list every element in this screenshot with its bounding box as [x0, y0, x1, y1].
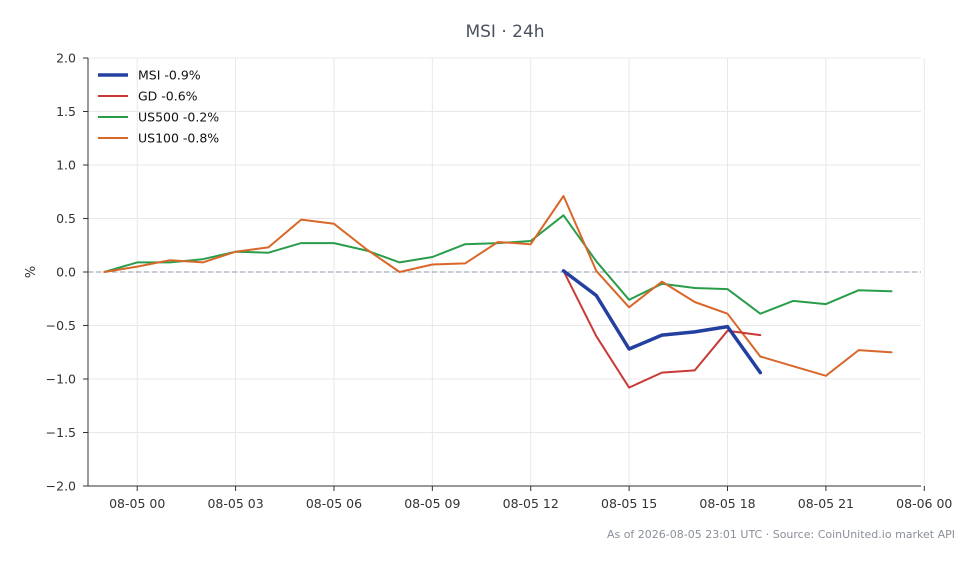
y-tick-label-3: 0.5 — [56, 211, 76, 226]
series-line-2 — [103, 214, 893, 315]
series-line-3 — [103, 195, 893, 377]
legend: MSI -0.9% GD -0.6% US500 -0.2% US100 -0.8% — [98, 68, 219, 146]
series-line-0 — [561, 269, 763, 375]
y-tick-label-7: −1.5 — [46, 425, 76, 440]
footer-source: As of 2026-08-05 23:01 UTC · Source: Coi… — [607, 528, 955, 541]
x-tick-label-4: 08-05 12 — [503, 496, 559, 511]
series-line-1 — [562, 269, 762, 389]
y-tick-label-0: 2.0 — [56, 51, 76, 66]
y-tick-label-2: 1.0 — [56, 158, 76, 173]
y-tick-label-8: −2.0 — [46, 479, 76, 494]
x-tick-label-6: 08-05 18 — [699, 496, 755, 511]
y-tick-label-1: 1.5 — [56, 104, 76, 119]
legend-label-2: US500 -0.2% — [138, 110, 219, 125]
x-tick-label-7: 08-05 21 — [798, 496, 854, 511]
x-tick-label-0: 08-05 00 — [109, 496, 165, 511]
x-tick-label-2: 08-05 06 — [306, 496, 362, 511]
y-tick-label-4: 0.0 — [56, 265, 76, 280]
chart-title: MSI · 24h — [465, 22, 544, 42]
x-tick-label-5: 08-05 15 — [601, 496, 657, 511]
x-axis-ticks: 08-05 00 08-05 03 08-05 06 08-05 09 08-05 12… — [109, 486, 952, 511]
x-tick-label-3: 08-05 09 — [404, 496, 460, 511]
legend-label-0: MSI -0.9% — [138, 68, 201, 83]
legend-label-1: GD -0.6% — [138, 89, 198, 104]
series-lines — [103, 195, 893, 389]
x-tick-label-8: 08-06 00 — [896, 496, 952, 511]
y-tick-label-6: −1.0 — [46, 372, 76, 387]
y-axis-label: % — [24, 266, 39, 278]
legend-label-3: US100 -0.8% — [138, 131, 219, 146]
y-tick-label-5: −0.5 — [46, 318, 76, 333]
y-axis-ticks: 2.0 1.5 1.0 0.5 0.0 −0.5 −1.0 −1.5 −2.0 — [46, 51, 88, 494]
x-tick-label-1: 08-05 03 — [207, 496, 263, 511]
